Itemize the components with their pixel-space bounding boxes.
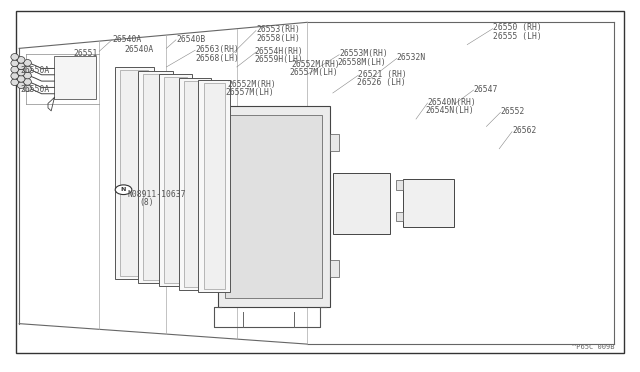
Text: 26563(RH): 26563(RH): [195, 45, 239, 54]
Text: 26540A: 26540A: [112, 35, 141, 44]
Ellipse shape: [17, 63, 25, 70]
Ellipse shape: [24, 85, 31, 92]
Text: 26551: 26551: [74, 49, 98, 58]
Ellipse shape: [11, 73, 19, 79]
Bar: [179, 78, 211, 290]
Text: 26550A: 26550A: [20, 66, 50, 75]
Ellipse shape: [11, 79, 19, 86]
Text: 26558(LH): 26558(LH): [256, 34, 300, 43]
Bar: [164, 77, 187, 283]
Bar: [330, 260, 339, 277]
Bar: [184, 81, 206, 287]
Text: 26552M(RH): 26552M(RH): [292, 60, 340, 69]
Text: 26557M(LH): 26557M(LH): [290, 68, 339, 77]
Bar: [333, 173, 390, 234]
Text: 26532N: 26532N: [397, 53, 426, 62]
Ellipse shape: [17, 76, 25, 82]
Bar: [143, 74, 168, 280]
Text: 26540B: 26540B: [176, 35, 205, 44]
Text: 26568(LH): 26568(LH): [195, 54, 239, 62]
Text: 26553M(RH): 26553M(RH): [339, 49, 388, 58]
Text: 26555 (LH): 26555 (LH): [493, 32, 541, 41]
Text: 26550A: 26550A: [20, 85, 50, 94]
Ellipse shape: [11, 54, 19, 60]
Ellipse shape: [24, 66, 31, 73]
Text: N08911-10637: N08911-10637: [128, 190, 186, 199]
Text: 26553(RH): 26553(RH): [256, 25, 300, 34]
Bar: [204, 83, 225, 289]
Bar: [115, 67, 154, 279]
Text: 26550 (RH): 26550 (RH): [493, 23, 541, 32]
Ellipse shape: [24, 78, 31, 85]
Text: (8): (8): [140, 198, 154, 207]
Text: 26521 (RH): 26521 (RH): [358, 70, 407, 79]
Bar: [330, 134, 339, 151]
Circle shape: [115, 185, 132, 195]
Text: 26545N(LH): 26545N(LH): [426, 106, 474, 115]
Ellipse shape: [17, 57, 25, 63]
Text: N: N: [121, 187, 126, 192]
Bar: [396, 212, 403, 221]
Bar: [120, 70, 148, 276]
Bar: [403, 179, 454, 227]
Text: 26526 (LH): 26526 (LH): [357, 78, 406, 87]
Bar: [218, 106, 330, 307]
Ellipse shape: [17, 82, 25, 89]
Ellipse shape: [11, 66, 19, 73]
Bar: [159, 74, 192, 286]
Ellipse shape: [17, 69, 25, 76]
Text: 26547: 26547: [474, 85, 498, 94]
Bar: [198, 80, 230, 292]
Text: 26562: 26562: [512, 126, 536, 135]
Text: 26554H(RH): 26554H(RH): [255, 47, 303, 56]
Bar: [138, 71, 173, 283]
Bar: [54, 56, 96, 99]
Ellipse shape: [24, 72, 31, 79]
Bar: [396, 180, 403, 190]
Bar: [225, 115, 322, 298]
Text: 26540N(RH): 26540N(RH): [428, 98, 476, 107]
Ellipse shape: [24, 60, 31, 66]
Text: 26552: 26552: [500, 107, 525, 116]
Text: 26540A: 26540A: [125, 45, 154, 54]
Text: 26559H(LH): 26559H(LH): [255, 55, 303, 64]
Text: 26557M(LH): 26557M(LH): [226, 89, 275, 97]
Text: ^P65C 009B: ^P65C 009B: [572, 344, 614, 350]
Text: 26558M(LH): 26558M(LH): [338, 58, 387, 67]
Text: 26552M(RH): 26552M(RH): [228, 80, 276, 89]
Ellipse shape: [11, 60, 19, 67]
